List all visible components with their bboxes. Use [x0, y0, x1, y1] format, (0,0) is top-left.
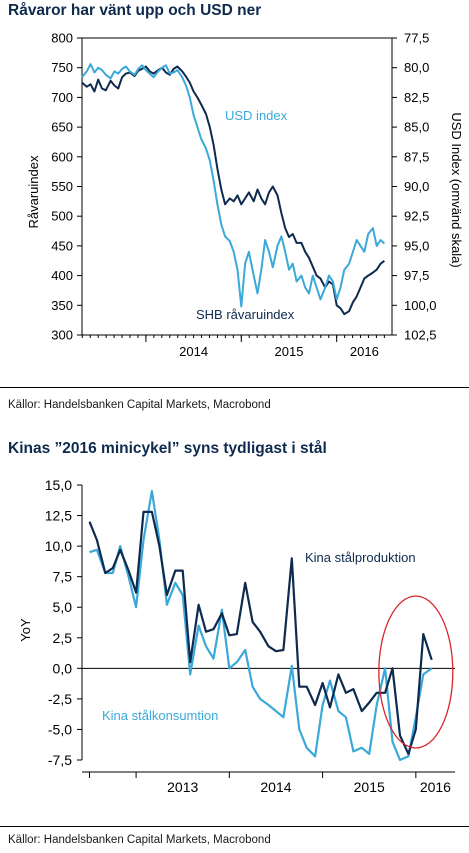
chart2-xtick-label-0: 2013	[167, 779, 198, 795]
chart1-ytick-label-left-0: 300	[51, 328, 73, 343]
chart1-shb-annotation: SHB råvaruindex	[196, 307, 295, 322]
chart1-ytick-label-right-2: 82,5	[404, 90, 429, 105]
chart2-ytick-label-3: 0,0	[53, 660, 73, 676]
chart1-xtick-label-1: 2015	[275, 344, 304, 359]
chart2-series-stalkonsumtion	[89, 490, 433, 762]
chart1-ytick-label-left-10: 800	[51, 31, 73, 46]
chart1-series-usd-index	[81, 63, 386, 308]
chart2-source-rule	[0, 826, 469, 827]
chart2-ytick-label-6: 7,5	[53, 569, 73, 585]
chart2-ytick-label-5: 5,0	[53, 599, 73, 615]
chart2-ytick-label-0: -7,5	[48, 752, 72, 768]
chart2-ytick-label-7: 10,0	[45, 538, 72, 554]
chart2-ytick-label-1: -5,0	[48, 721, 72, 737]
chart1-ytick-label-left-6: 600	[51, 149, 73, 164]
chart1-xtick-label-0: 2014	[179, 344, 208, 359]
chart1-ytick-label-right-6: 92,5	[404, 209, 429, 224]
chart1-ylabel-right: USD Index (omvänd skala)	[449, 112, 464, 267]
chart1-ytick-label-right-5: 90,0	[404, 179, 429, 194]
chart2-plot-area: -7,5 -5,0 -2,5 0,0 2,5 5,0 7,5 10,0 12,5 15,0 2013…	[45, 477, 455, 795]
chart1-ytick-label-right-7: 95,0	[404, 238, 429, 253]
chart1-ytick-label-left-9: 750	[51, 60, 73, 75]
chart2-title: Kinas ”2016 minicykel” syns tydligast i …	[8, 440, 327, 457]
chart1-ytick-label-right-4: 87,5	[404, 149, 429, 164]
chart1-xtick-label-2: 2016	[350, 344, 379, 359]
chart1-source: Källor: Handelsbanken Capital Markets, M…	[8, 399, 271, 411]
chart1-frame	[81, 37, 393, 336]
chart2-svg: YoY -7,5 -5,0 -2,5 0,0 2,5 5,0 7,5 10,0 12,5 15,0…	[18, 477, 455, 795]
chart2-source: Källor: Handelsbanken Capital Markets, M…	[8, 834, 271, 846]
chart2-production-annotation: Kina stålproduktion	[305, 550, 416, 565]
chart1-ytick-label-right-0: 77,5	[404, 31, 429, 46]
chart1-svg: Råvaruindex USD Index (omvänd skala) 300…	[26, 31, 464, 360]
chart2-highlight-ellipse	[378, 595, 454, 749]
chart2-xtick-label-2: 2015	[354, 779, 385, 795]
chart2-ytick-label-2: -2,5	[48, 691, 72, 707]
chart2-ytick-label-8: 12,5	[45, 508, 72, 524]
chart1-ytick-label-left-3: 450	[51, 238, 73, 253]
chart1-usd-annotation: USD index	[225, 108, 288, 123]
chart2-xtick-label-3: 2016	[420, 779, 451, 795]
chart1-ytick-label-left-5: 550	[51, 179, 73, 194]
chart2-ytick-label-4: 2,5	[53, 630, 73, 646]
chart1-ytick-label-left-4: 500	[51, 209, 73, 224]
chart1-ylabel: Råvaruindex	[26, 155, 41, 228]
chart1-ytick-label-left-1: 350	[51, 298, 73, 313]
chart2-ytick-label-9: 15,0	[45, 477, 72, 493]
chart1-ytick-label-left-7: 650	[51, 120, 73, 135]
chart2-xtick-label-1: 2014	[260, 779, 291, 795]
chart1-source-rule	[0, 387, 469, 388]
chart1-ytick-label-right-9: 100,0	[404, 298, 437, 313]
chart1-ytick-label-right-3: 85,0	[404, 120, 429, 135]
chart1-series-shb-ravaruindex	[81, 65, 386, 316]
chart1-ytick-label-left-2: 400	[51, 268, 73, 283]
chart1-ytick-label-right-10: 102,5	[404, 328, 437, 343]
chart2-consumption-annotation: Kina stålkonsumtion	[102, 708, 218, 723]
chart1-plot-area: 300 350 400 450 500 550 600 650 700 750 800 77,5 80,…	[51, 31, 437, 360]
chart1-ytick-label-left-8: 700	[51, 90, 73, 105]
chart1-ytick-label-right-1: 80,0	[404, 60, 429, 75]
chart2-ylabel: YoY	[18, 618, 33, 642]
chart1-title: Råvaror har vänt upp och USD ner	[8, 2, 262, 19]
chart2-series-stalproduktion	[88, 510, 433, 755]
chart1-ytick-label-right-8: 97,5	[404, 268, 429, 283]
